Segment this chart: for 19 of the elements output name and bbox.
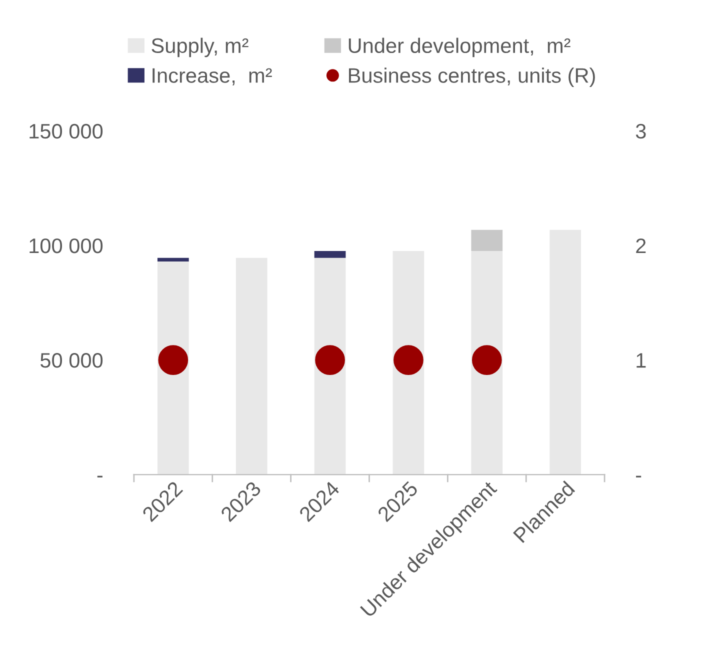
y2-tick-label: - <box>636 476 642 478</box>
y-tick-label: - <box>97 476 102 478</box>
legend-label: Increase, m² <box>152 68 272 86</box>
legend-label: Supply, m² <box>152 38 248 58</box>
bar <box>550 230 582 475</box>
legend-label: Business centres, units (R) <box>348 68 595 87</box>
bar <box>392 250 424 475</box>
y-tick-label: 100 000 <box>30 238 103 254</box>
legend-label: Under development, m² <box>348 38 570 58</box>
y-tick-label: 150 000 <box>30 124 103 139</box>
y2-tick-label: 3 <box>636 124 646 139</box>
bar <box>314 250 346 258</box>
bar <box>471 250 503 475</box>
bar <box>157 258 189 262</box>
y2-tick-label: 2 <box>636 238 646 253</box>
bar <box>471 230 503 251</box>
bar <box>236 258 268 475</box>
y2-tick-label: 1 <box>636 353 646 368</box>
y-tick-label: 50 000 <box>40 353 103 368</box>
